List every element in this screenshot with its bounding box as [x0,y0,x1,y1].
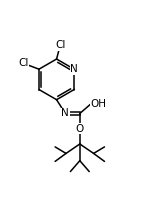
Text: N: N [70,64,78,74]
Text: OH: OH [91,99,107,109]
Text: N: N [61,108,69,119]
Text: Cl: Cl [55,40,65,50]
Text: Cl: Cl [18,58,29,68]
Text: O: O [76,124,84,134]
